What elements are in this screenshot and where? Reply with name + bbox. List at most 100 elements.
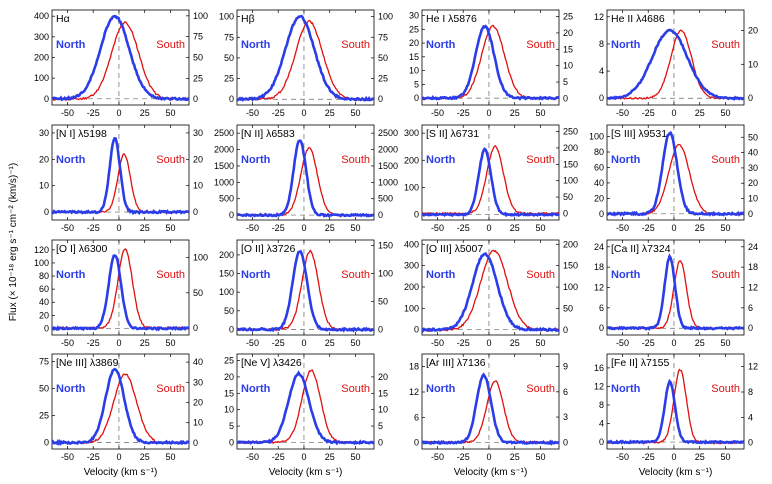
y-right-tick-label: 25 (563, 12, 573, 22)
y-left-tick-label: 80 (39, 271, 49, 281)
north-series-line (52, 367, 189, 447)
x-tick-label: 50 (350, 452, 360, 462)
north-series-line (237, 249, 374, 333)
y-right-tick-label: 1000 (378, 177, 398, 187)
y-right-tick-label: 2000 (378, 145, 398, 155)
y-left-tick-label: 12 (594, 381, 604, 391)
north-label: North (611, 39, 641, 51)
y-right-tick-label: 0 (193, 438, 198, 448)
y-right-tick-label: 0 (748, 93, 753, 103)
y-right-tick-label: 12 (748, 362, 758, 372)
x-tick-label: -50 (61, 452, 74, 462)
y-left-tick-label: 50 (224, 306, 234, 316)
y-right-tick-label: 150 (563, 261, 578, 271)
y-left-tick-label: 15 (224, 388, 234, 398)
x-tick-label: 0 (671, 452, 676, 462)
x-tick-label: -25 (457, 452, 470, 462)
north-label: North (56, 39, 86, 51)
y-left-tick-label: 50 (39, 384, 49, 394)
y-left-tick-label: 0 (599, 437, 604, 447)
y-left-tick-label: 1000 (214, 177, 234, 187)
y-right-tick-label: 0 (748, 438, 753, 448)
x-tick-label: 50 (720, 108, 730, 118)
x-tick-label: 0 (116, 338, 121, 348)
north-series-line (607, 378, 744, 445)
y-right-tick-label: 0 (378, 94, 383, 104)
y-left-tick-label: 2000 (214, 145, 234, 155)
y-right-tick-label: 0 (193, 323, 198, 333)
north-series-line (237, 14, 374, 102)
y-left-tick-label: 400 (34, 11, 49, 21)
panel-title: [N II] λ6583 (241, 128, 295, 140)
y-left-tick-label: 0 (229, 324, 234, 334)
north-series-line (422, 252, 559, 333)
x-tick-label: -25 (642, 108, 655, 118)
panel-title: [Ca II] λ7324 (611, 243, 671, 255)
north-label: North (241, 269, 271, 281)
panel-title: He I λ5876 (426, 13, 477, 25)
y-right-tick-label: 15 (563, 44, 573, 54)
x-tick-label: -50 (61, 108, 74, 118)
south-label: South (156, 154, 185, 166)
x-tick-label: 25 (140, 452, 150, 462)
x-tick-label: 25 (325, 223, 335, 233)
x-tick-label: 50 (165, 223, 175, 233)
y-left-tick-label: 1500 (214, 161, 234, 171)
axes-box (236, 9, 375, 106)
axes-box (606, 353, 745, 450)
y-right-tick-label: 3 (563, 412, 568, 422)
y-left-tick-label: 25 (224, 356, 234, 366)
north-series-line (422, 372, 559, 446)
north-label: North (426, 39, 456, 51)
north-series-line (607, 253, 744, 332)
x-tick-label: -50 (246, 338, 259, 348)
south-label: South (526, 269, 555, 281)
y-right-tick-label: 8 (748, 387, 753, 397)
panel-title: [O I] λ6300 (56, 243, 108, 255)
y-right-tick-label: 10 (193, 418, 203, 428)
axes-box (51, 353, 190, 450)
y-left-tick-label: 0 (414, 438, 419, 448)
north-label: North (611, 383, 641, 395)
x-tick-label: 50 (535, 338, 545, 348)
y-left-tick-label: 20 (39, 310, 49, 320)
panel-9: -50 -25 0 25 50 0 20 40 60 80 100 120 0 50 100 [O I] λ6… (34, 239, 208, 348)
y-left-tick-label: 12 (594, 12, 604, 22)
x-tick-label: 25 (140, 108, 150, 118)
y-right-tick-label: 0 (563, 93, 568, 103)
y-left-tick-label: 0 (44, 438, 49, 448)
y-axis-label: Flux (× 10⁻¹⁸ erg s⁻¹ cm⁻² (km/s)⁻¹) (8, 163, 19, 321)
x-tick-label: 25 (325, 452, 335, 462)
panel-title: [Fe II] λ7155 (611, 357, 670, 369)
y-right-tick-label: 0 (563, 325, 568, 335)
y-left-tick-label: 20 (224, 372, 234, 382)
y-right-tick-label: 24 (748, 242, 758, 252)
x-tick-label: 25 (140, 223, 150, 233)
x-tick-label: 0 (486, 452, 491, 462)
x-tick-label: 25 (510, 338, 520, 348)
panel-title: He II λ4686 (611, 13, 665, 25)
x-tick-label: -50 (616, 108, 629, 118)
north-series-line (52, 14, 189, 102)
y-left-tick-label: 25 (224, 74, 234, 84)
y-right-tick-label: 4 (748, 412, 753, 422)
panel-8: -50 -25 0 25 50 0 20 40 60 80 100 0 10 20 30 40 50 [S III… (589, 124, 758, 233)
y-left-tick-label: 0 (229, 94, 234, 104)
y-right-tick-label: 30 (193, 377, 203, 387)
south-label: South (711, 154, 740, 166)
x-tick-label: 0 (301, 452, 306, 462)
y-left-tick-label: 10 (224, 405, 234, 415)
y-left-tick-label: 100 (219, 12, 234, 22)
y-right-tick-label: 50 (378, 296, 388, 306)
y-left-tick-label: 0 (229, 210, 234, 220)
south-label: South (711, 383, 740, 395)
x-tick-label: 0 (301, 338, 306, 348)
south-label: South (156, 269, 185, 281)
x-tick-label: 0 (486, 338, 491, 348)
panel-title: [O III] λ5007 (426, 243, 483, 255)
panel-12: -50 -25 0 25 50 0 6 12 18 24 0 6 12 18 24 [Ca II] λ7324… (594, 239, 758, 348)
south-label: South (526, 39, 555, 51)
y-right-tick-label: 1500 (378, 161, 398, 171)
panel-title: [Ne III] λ3869 (56, 357, 119, 369)
panel-2: -50 -25 0 25 50 0 25 50 75 100 0 25 50 75 100 Hβ North So… (219, 9, 393, 118)
